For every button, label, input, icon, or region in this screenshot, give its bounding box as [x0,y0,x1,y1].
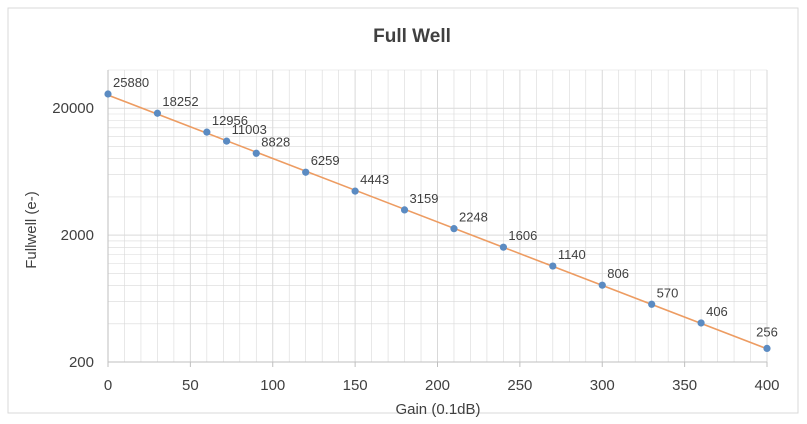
x-tick-label: 200 [425,377,450,394]
x-tick-label: 350 [672,377,697,394]
x-axis-title: Gain (0.1dB) [395,401,480,418]
data-point [549,262,557,270]
data-point [252,149,260,157]
data-point [697,319,705,327]
y-tick-label: 2000 [61,227,94,244]
trendline-layer [107,94,768,350]
data-label: 570 [657,285,679,300]
data-label: 2248 [459,210,488,225]
data-points [104,90,771,352]
data-point [302,168,310,176]
data-label: 11003 [232,122,267,137]
y-tick-label: 20000 [52,100,94,117]
data-label: 3159 [410,191,439,206]
data-label: 25880 [113,75,149,90]
x-tick-label: 300 [590,377,615,394]
x-tick-label: 0 [104,377,112,394]
x-tick-label: 50 [182,377,199,394]
x-tick-label: 100 [260,377,285,394]
data-point [648,300,656,308]
data-point [351,187,359,195]
chart-title: Full Well [373,26,451,47]
data-point [223,137,231,145]
x-tick-label: 150 [343,377,368,394]
data-label: 1140 [558,247,586,262]
x-tick-label: 400 [754,377,779,394]
data-point [450,225,458,233]
data-point [763,344,771,352]
data-label: 18252 [162,94,198,109]
data-point [203,128,211,136]
data-point [153,109,162,117]
data-point [598,281,606,289]
data-label: 4443 [360,172,389,187]
grid [107,69,768,363]
data-label: 406 [706,304,728,319]
data-point [104,90,112,98]
data-label: 806 [607,266,629,281]
data-label: 8828 [261,134,290,149]
trendline [107,94,768,350]
data-label: 6259 [311,153,340,168]
data-label: 1606 [508,228,537,243]
x-tick-label: 250 [507,377,532,394]
data-label: 12956 [212,113,248,128]
y-axis-title: Fullwell (e-) [23,191,40,269]
data-point [400,206,409,214]
axes: 0 50 100 150 200 250 300 350 400 200 2000 20000 [52,70,780,394]
data-point [499,243,507,251]
data-label: 256 [756,324,778,339]
y-tick-label: 200 [69,354,94,371]
